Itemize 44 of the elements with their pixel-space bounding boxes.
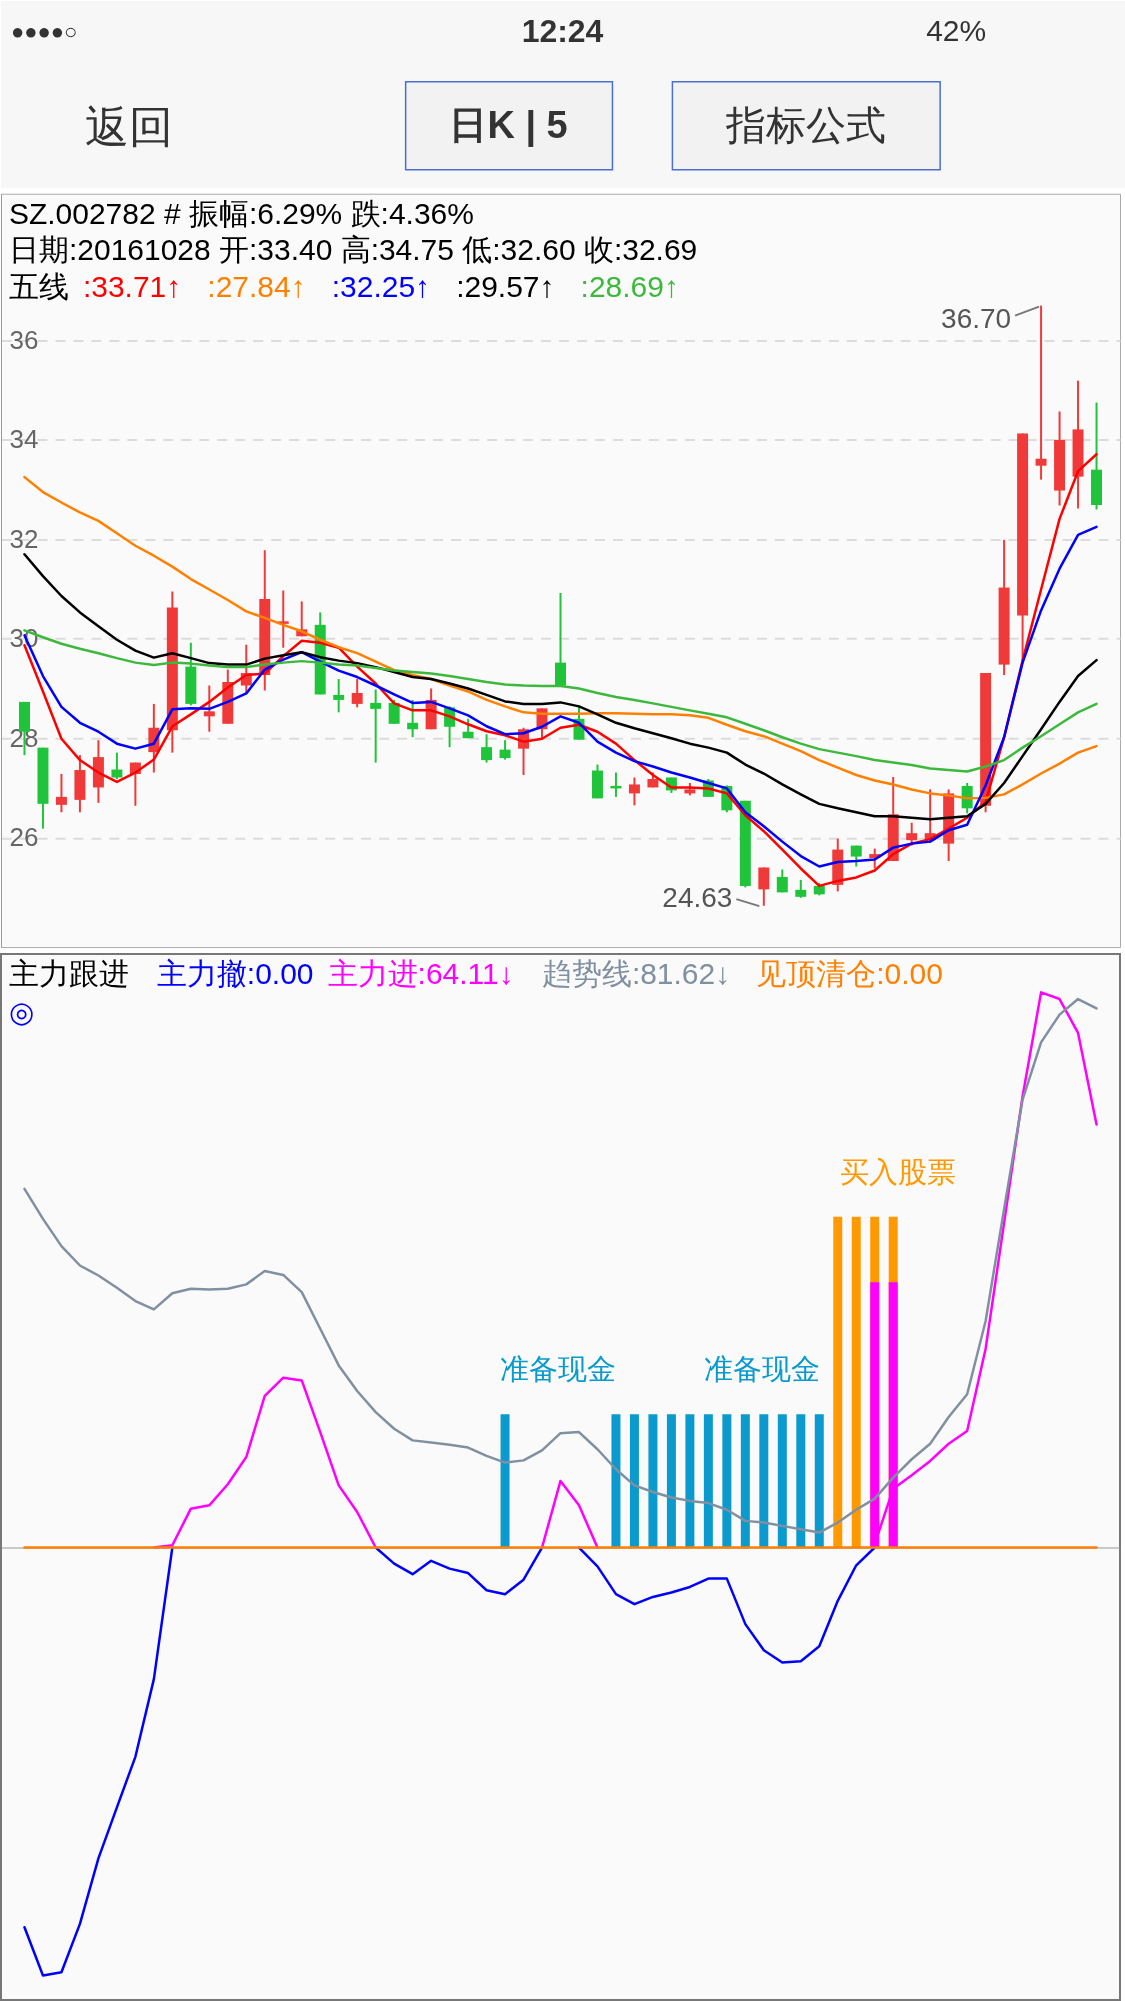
text: 日K | 5 — [449, 103, 568, 147]
y-tick-label: 36 — [9, 324, 39, 355]
text: :28.69↑ — [580, 269, 679, 303]
candlestick — [333, 678, 345, 714]
chart-title: SZ.002782 # 振幅:6.29% 跌:4.36% — [8, 196, 474, 230]
candlestick — [388, 698, 400, 725]
text: 指标公式 — [725, 102, 887, 147]
candlestick — [370, 688, 382, 764]
text: 主力进:64.11↓ — [327, 957, 514, 991]
text: :27.84↑ — [207, 269, 306, 303]
y-tick-label: 34 — [9, 424, 39, 455]
candlestick — [351, 678, 363, 709]
candlestick — [628, 776, 640, 807]
text: 趋势线:81.62↓ — [541, 957, 731, 991]
annotation: 准备现金 — [704, 1352, 821, 1385]
text: 12:24 — [521, 12, 604, 49]
annotation: 准备现金 — [499, 1352, 616, 1385]
candlestick — [758, 866, 770, 907]
text: 返回 — [84, 101, 173, 151]
annotation: ◎ — [8, 995, 34, 1028]
text: 日期:20161028 开:33.40 高:34.75 低:32.60 收:32.69 — [8, 233, 698, 267]
candlestick — [407, 698, 419, 739]
annotation: 买入股票 — [840, 1155, 957, 1188]
annotation: 36.70 — [941, 302, 1012, 334]
candlestick — [277, 589, 289, 649]
text: :29.57↑ — [456, 269, 555, 303]
candlestick — [499, 739, 511, 761]
text: 见顶清仓:0.00 — [756, 957, 943, 991]
text: ●●●●○ — [10, 18, 78, 44]
candlestick — [203, 684, 215, 733]
text: :32.25↑ — [331, 269, 431, 303]
candlestick — [555, 592, 566, 687]
legend-title: 五线 — [8, 269, 69, 303]
text: :33.71↑ — [82, 269, 182, 303]
annotation: 24.63 — [662, 882, 733, 914]
candlestick — [906, 821, 918, 847]
candlestick — [481, 733, 493, 764]
y-tick-label: 26 — [9, 822, 39, 853]
y-tick-label: 32 — [9, 523, 39, 554]
text: 主力撤:0.00 — [156, 957, 314, 991]
candlestick — [55, 773, 67, 814]
chart-title: 主力跟进 — [8, 957, 129, 991]
text: 42% — [926, 13, 987, 47]
candlestick — [1035, 304, 1047, 481]
